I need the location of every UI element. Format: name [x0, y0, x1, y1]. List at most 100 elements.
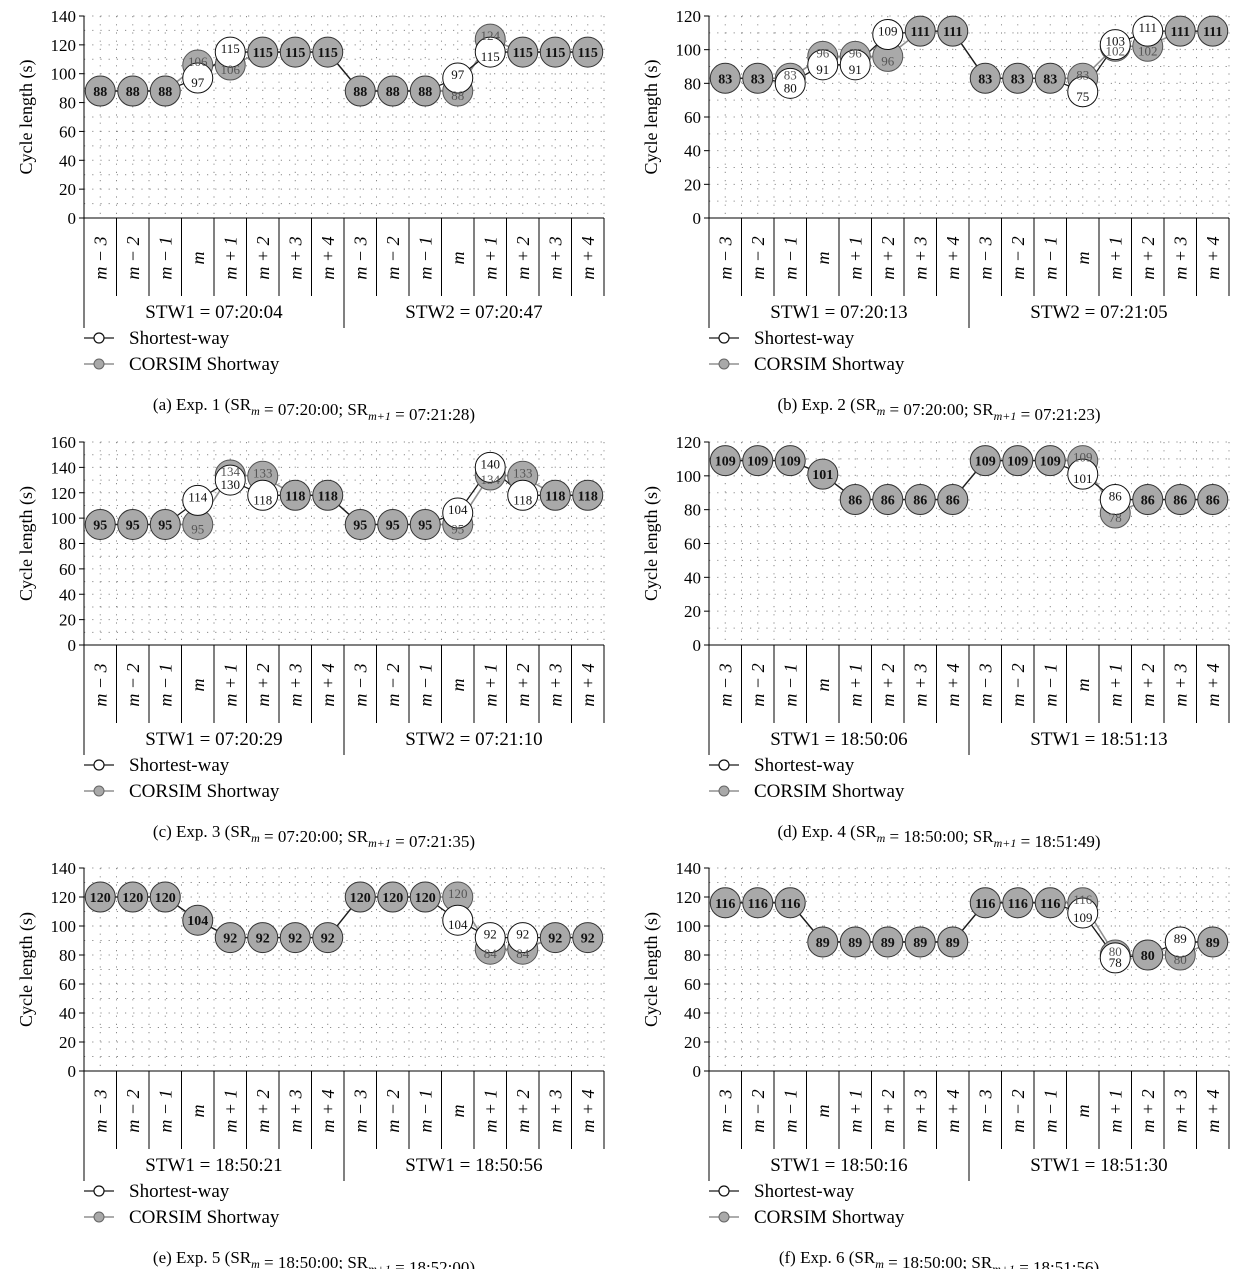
x-tick-label: m + 4 — [1203, 663, 1223, 706]
marker-corsim — [742, 62, 774, 94]
y-tick-label: 40 — [684, 142, 701, 161]
data-label: 101 — [1073, 471, 1093, 486]
data-label: 84 — [516, 946, 530, 961]
data-label: 89 — [881, 936, 895, 951]
data-label: 97 — [191, 75, 205, 90]
data-label: 86 — [1173, 494, 1187, 509]
y-tick-label: 40 — [59, 151, 76, 170]
caption: (c) Exp. 3 (SRm = 07:20:00; SRm+1 = 07:2… — [153, 822, 475, 851]
marker-shortest-way — [442, 62, 474, 94]
group-label: STW1 = 07:20:13 — [770, 302, 907, 323]
marker-corsim — [572, 479, 604, 511]
marker-corsim — [742, 887, 774, 919]
data-label: 89 — [913, 936, 927, 951]
group-label: STW1 = 07:20:04 — [145, 302, 283, 323]
marker-shortest-way — [474, 36, 506, 68]
data-label: 115 — [545, 46, 565, 61]
x-tick-label: m − 3 — [90, 663, 110, 706]
x-tick-label: m — [1073, 252, 1093, 265]
data-label: 83 — [751, 72, 765, 87]
x-tick-label: m − 2 — [383, 663, 403, 706]
y-tick-label: 40 — [59, 585, 76, 604]
x-tick-label: m + 3 — [545, 663, 565, 706]
data-label: 95 — [451, 521, 464, 536]
marker-shortest-way — [214, 36, 246, 68]
marker-corsim — [117, 75, 149, 107]
y-tick-label: 20 — [59, 611, 76, 630]
series-line-shortest-way — [725, 30, 1213, 93]
series-line-shortest-way — [100, 51, 588, 92]
x-tick-label: m + 2 — [878, 236, 898, 279]
data-label: 102 — [1138, 43, 1158, 58]
data-label: 86 — [1109, 489, 1123, 504]
data-label: 116 — [780, 897, 800, 912]
data-label: 95 — [386, 518, 400, 533]
marker-corsim — [969, 62, 1001, 94]
x-tick-label: m − 3 — [90, 1089, 110, 1132]
marker-shortest-way — [807, 49, 839, 81]
x-tick-label: m + 4 — [943, 236, 963, 279]
data-label: 115 — [221, 41, 240, 56]
data-label: 80 — [784, 80, 797, 95]
x-tick-label: m + 3 — [910, 236, 930, 279]
y-tick-label: 100 — [51, 509, 77, 528]
marker-corsim — [409, 75, 441, 107]
x-tick-label: m − 1 — [155, 663, 175, 706]
data-label: 111 — [1203, 25, 1222, 40]
marker-corsim — [1132, 939, 1164, 971]
caption: (a) Exp. 1 (SRm = 07:20:00; SRm+1 = 07:2… — [153, 395, 475, 424]
x-tick-label: m — [188, 679, 208, 692]
x-tick-label: m + 3 — [285, 663, 305, 706]
x-tick-label: m − 2 — [123, 663, 143, 706]
x-tick-label: m + 2 — [878, 1089, 898, 1132]
legend-marker-corsim — [93, 785, 105, 797]
marker-shortest-way — [1164, 926, 1196, 958]
group-label: STW1 = 18:51:30 — [1030, 1155, 1167, 1176]
marker-corsim — [1002, 887, 1034, 919]
marker-corsim — [377, 75, 409, 107]
y-tick-label: 80 — [684, 501, 701, 520]
data-label: 96 — [849, 45, 863, 60]
marker-corsim — [904, 484, 936, 516]
data-label: 115 — [318, 46, 338, 61]
marker-corsim — [84, 75, 116, 107]
x-tick-label: m + 1 — [480, 236, 500, 279]
y-tick-label: 60 — [684, 108, 701, 127]
y-tick-label: 120 — [676, 433, 702, 452]
data-label: 96 — [881, 53, 895, 68]
data-label: 88 — [93, 85, 107, 100]
marker-shortest-way — [1132, 15, 1164, 47]
y-axis-title: Cycle length (s) — [16, 60, 37, 175]
x-tick-label: m − 3 — [975, 236, 995, 279]
data-label: 118 — [578, 489, 598, 504]
x-tick-label: m — [813, 252, 833, 265]
x-tick-label: m — [448, 252, 468, 265]
marker-corsim — [969, 887, 1001, 919]
series-line-shortest-way — [725, 459, 1213, 501]
x-tick-label: m − 3 — [975, 663, 995, 706]
x-tick-label: m + 3 — [1170, 1089, 1190, 1132]
marker-corsim — [1132, 484, 1164, 516]
x-tick-label: m − 1 — [1040, 236, 1060, 279]
data-label: 83 — [1043, 72, 1057, 87]
marker-corsim — [247, 36, 279, 68]
marker-corsim — [969, 445, 1001, 477]
data-label: 88 — [451, 88, 464, 103]
data-label: 109 — [1040, 455, 1061, 470]
x-tick-label: m − 2 — [1008, 236, 1028, 279]
data-label: 115 — [513, 46, 533, 61]
marker-corsim — [84, 508, 116, 540]
marker-corsim — [312, 479, 344, 511]
x-tick-label: m + 1 — [1105, 663, 1125, 706]
data-label: 95 — [158, 518, 172, 533]
marker-corsim — [937, 15, 969, 47]
y-tick-label: 0 — [693, 1062, 702, 1081]
panel-b: 0 20 40 60 80 100 120 Cycle length (s) m − 3 m − … — [641, 7, 1230, 424]
data-label: 83 — [718, 72, 732, 87]
data-label: 103 — [1106, 34, 1126, 49]
marker-corsim — [279, 922, 311, 954]
data-label: 91 — [849, 62, 862, 77]
data-label: 118 — [285, 489, 305, 504]
x-tick-label: m + 1 — [220, 663, 240, 706]
